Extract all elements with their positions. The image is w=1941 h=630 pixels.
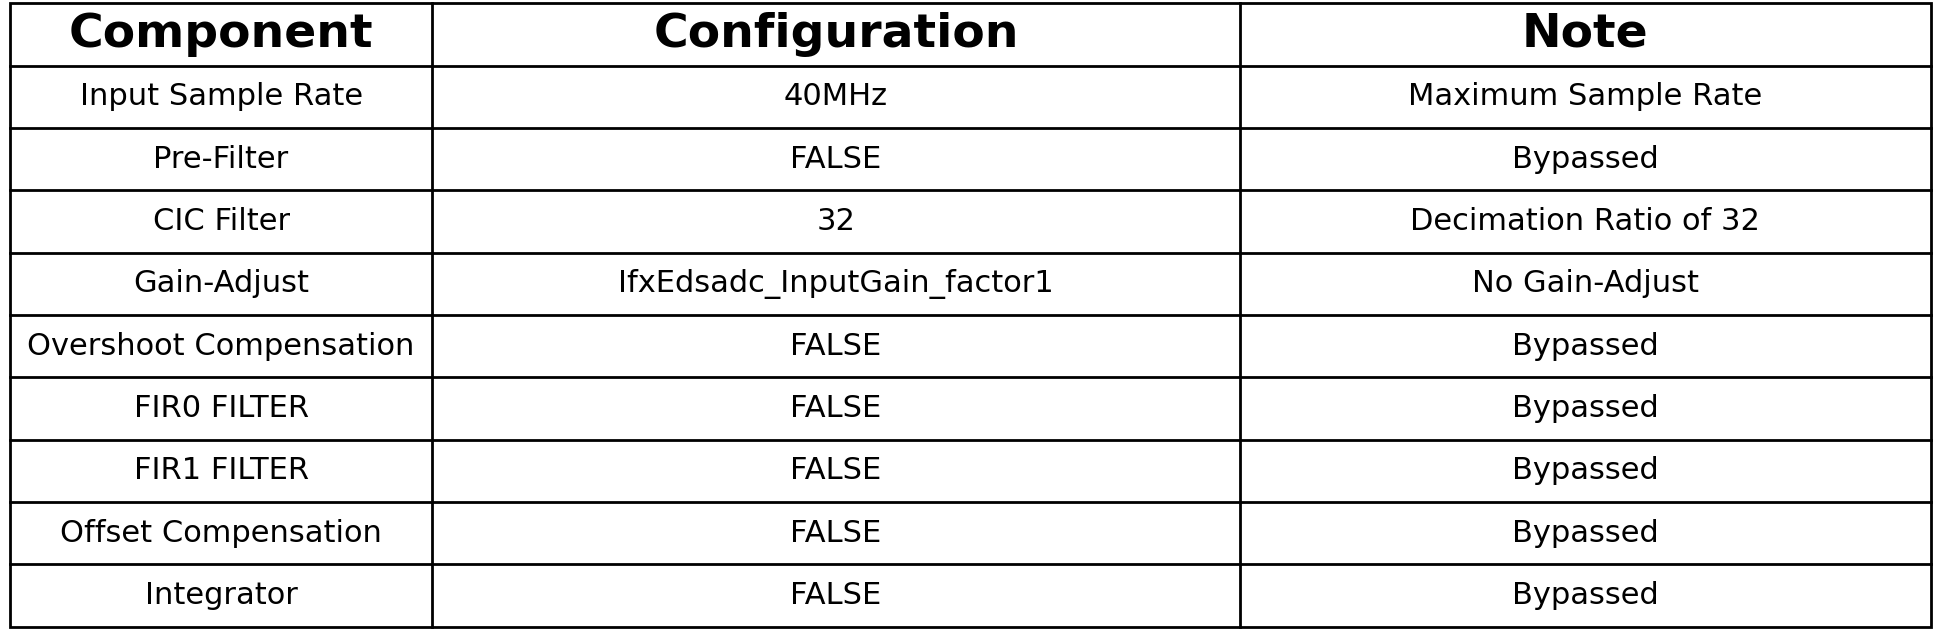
Text: 40MHz: 40MHz [784,82,887,112]
Text: Integrator: Integrator [146,581,297,610]
Text: FALSE: FALSE [790,394,881,423]
Text: Bypassed: Bypassed [1512,456,1660,486]
Text: Pre-Filter: Pre-Filter [153,144,289,174]
Text: Gain-Adjust: Gain-Adjust [134,269,309,299]
Text: Bypassed: Bypassed [1512,394,1660,423]
Text: 32: 32 [817,207,856,236]
Text: FALSE: FALSE [790,456,881,486]
Text: Overshoot Compensation: Overshoot Compensation [27,331,415,361]
Text: Bypassed: Bypassed [1512,518,1660,548]
Text: No Gain-Adjust: No Gain-Adjust [1471,269,1698,299]
Text: FALSE: FALSE [790,581,881,610]
Text: FIR1 FILTER: FIR1 FILTER [134,456,309,486]
Text: Input Sample Rate: Input Sample Rate [80,82,363,112]
Text: IfxEdsadc_InputGain_factor1: IfxEdsadc_InputGain_factor1 [617,269,1054,299]
Text: Bypassed: Bypassed [1512,144,1660,174]
Text: FALSE: FALSE [790,331,881,361]
Text: Offset Compensation: Offset Compensation [60,518,382,548]
Text: FALSE: FALSE [790,144,881,174]
Text: FALSE: FALSE [790,518,881,548]
Text: Maximum Sample Rate: Maximum Sample Rate [1409,82,1762,112]
Text: Configuration: Configuration [654,12,1019,57]
Text: Component: Component [68,12,373,57]
Text: FIR0 FILTER: FIR0 FILTER [134,394,309,423]
Text: Bypassed: Bypassed [1512,581,1660,610]
Text: Bypassed: Bypassed [1512,331,1660,361]
Text: Decimation Ratio of 32: Decimation Ratio of 32 [1411,207,1760,236]
Text: CIC Filter: CIC Filter [153,207,289,236]
Text: Note: Note [1522,12,1648,57]
